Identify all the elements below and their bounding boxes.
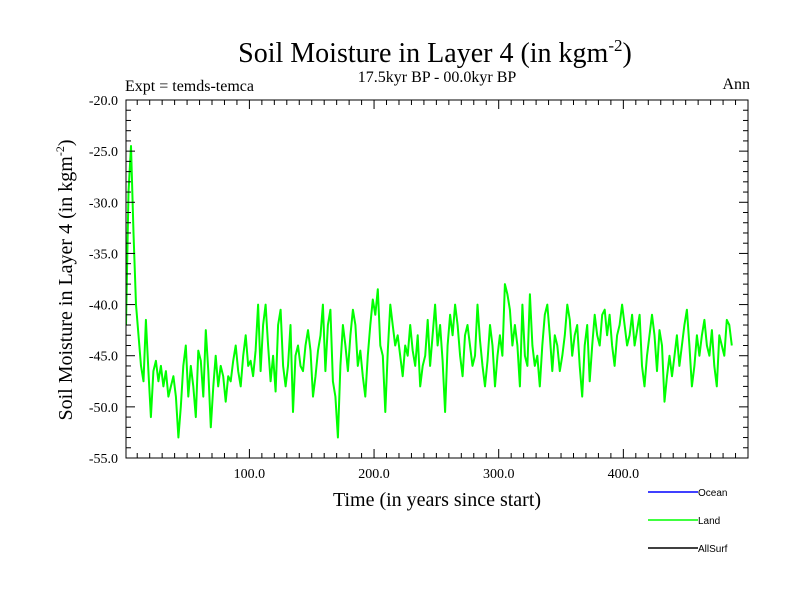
y-tick-label: -35.0 — [89, 247, 118, 262]
x-tick-label: 100.0 — [234, 467, 266, 482]
legend-label-land: Land — [698, 516, 720, 527]
legend: Ocean Land AllSurf — [648, 488, 728, 555]
y-tick-label: -40.0 — [89, 299, 118, 314]
legend-label-ocean: Ocean — [698, 488, 727, 499]
y-axis-label: Soil Moisture in Layer 4 (in kgm-2) — [53, 139, 77, 420]
y-tick-label: -30.0 — [89, 196, 118, 211]
legend-label-allsurf: AllSurf — [698, 544, 728, 555]
y-tick-label: -55.0 — [89, 452, 118, 467]
chart-subtitle: 17.5kyr BP - 00.0kyr BP — [358, 69, 517, 86]
x-tick-label: 300.0 — [483, 467, 515, 482]
y-tick-label: -20.0 — [89, 94, 118, 109]
x-tick-label: 400.0 — [608, 467, 640, 482]
plot-frame — [125, 99, 749, 459]
series-line-land — [126, 145, 733, 439]
period-label: Ann — [722, 76, 750, 93]
chart-title: Soil Moisture in Layer 4 (in kgm-2) — [238, 36, 632, 69]
expt-label: Expt = temds-temca — [125, 78, 254, 95]
x-axis-label: Time (in years since start) — [333, 489, 541, 511]
y-tick-label: -45.0 — [89, 350, 118, 365]
x-tick-label: 200.0 — [358, 467, 390, 482]
y-tick-label: -25.0 — [89, 145, 118, 160]
y-tick-label: -50.0 — [89, 401, 118, 416]
